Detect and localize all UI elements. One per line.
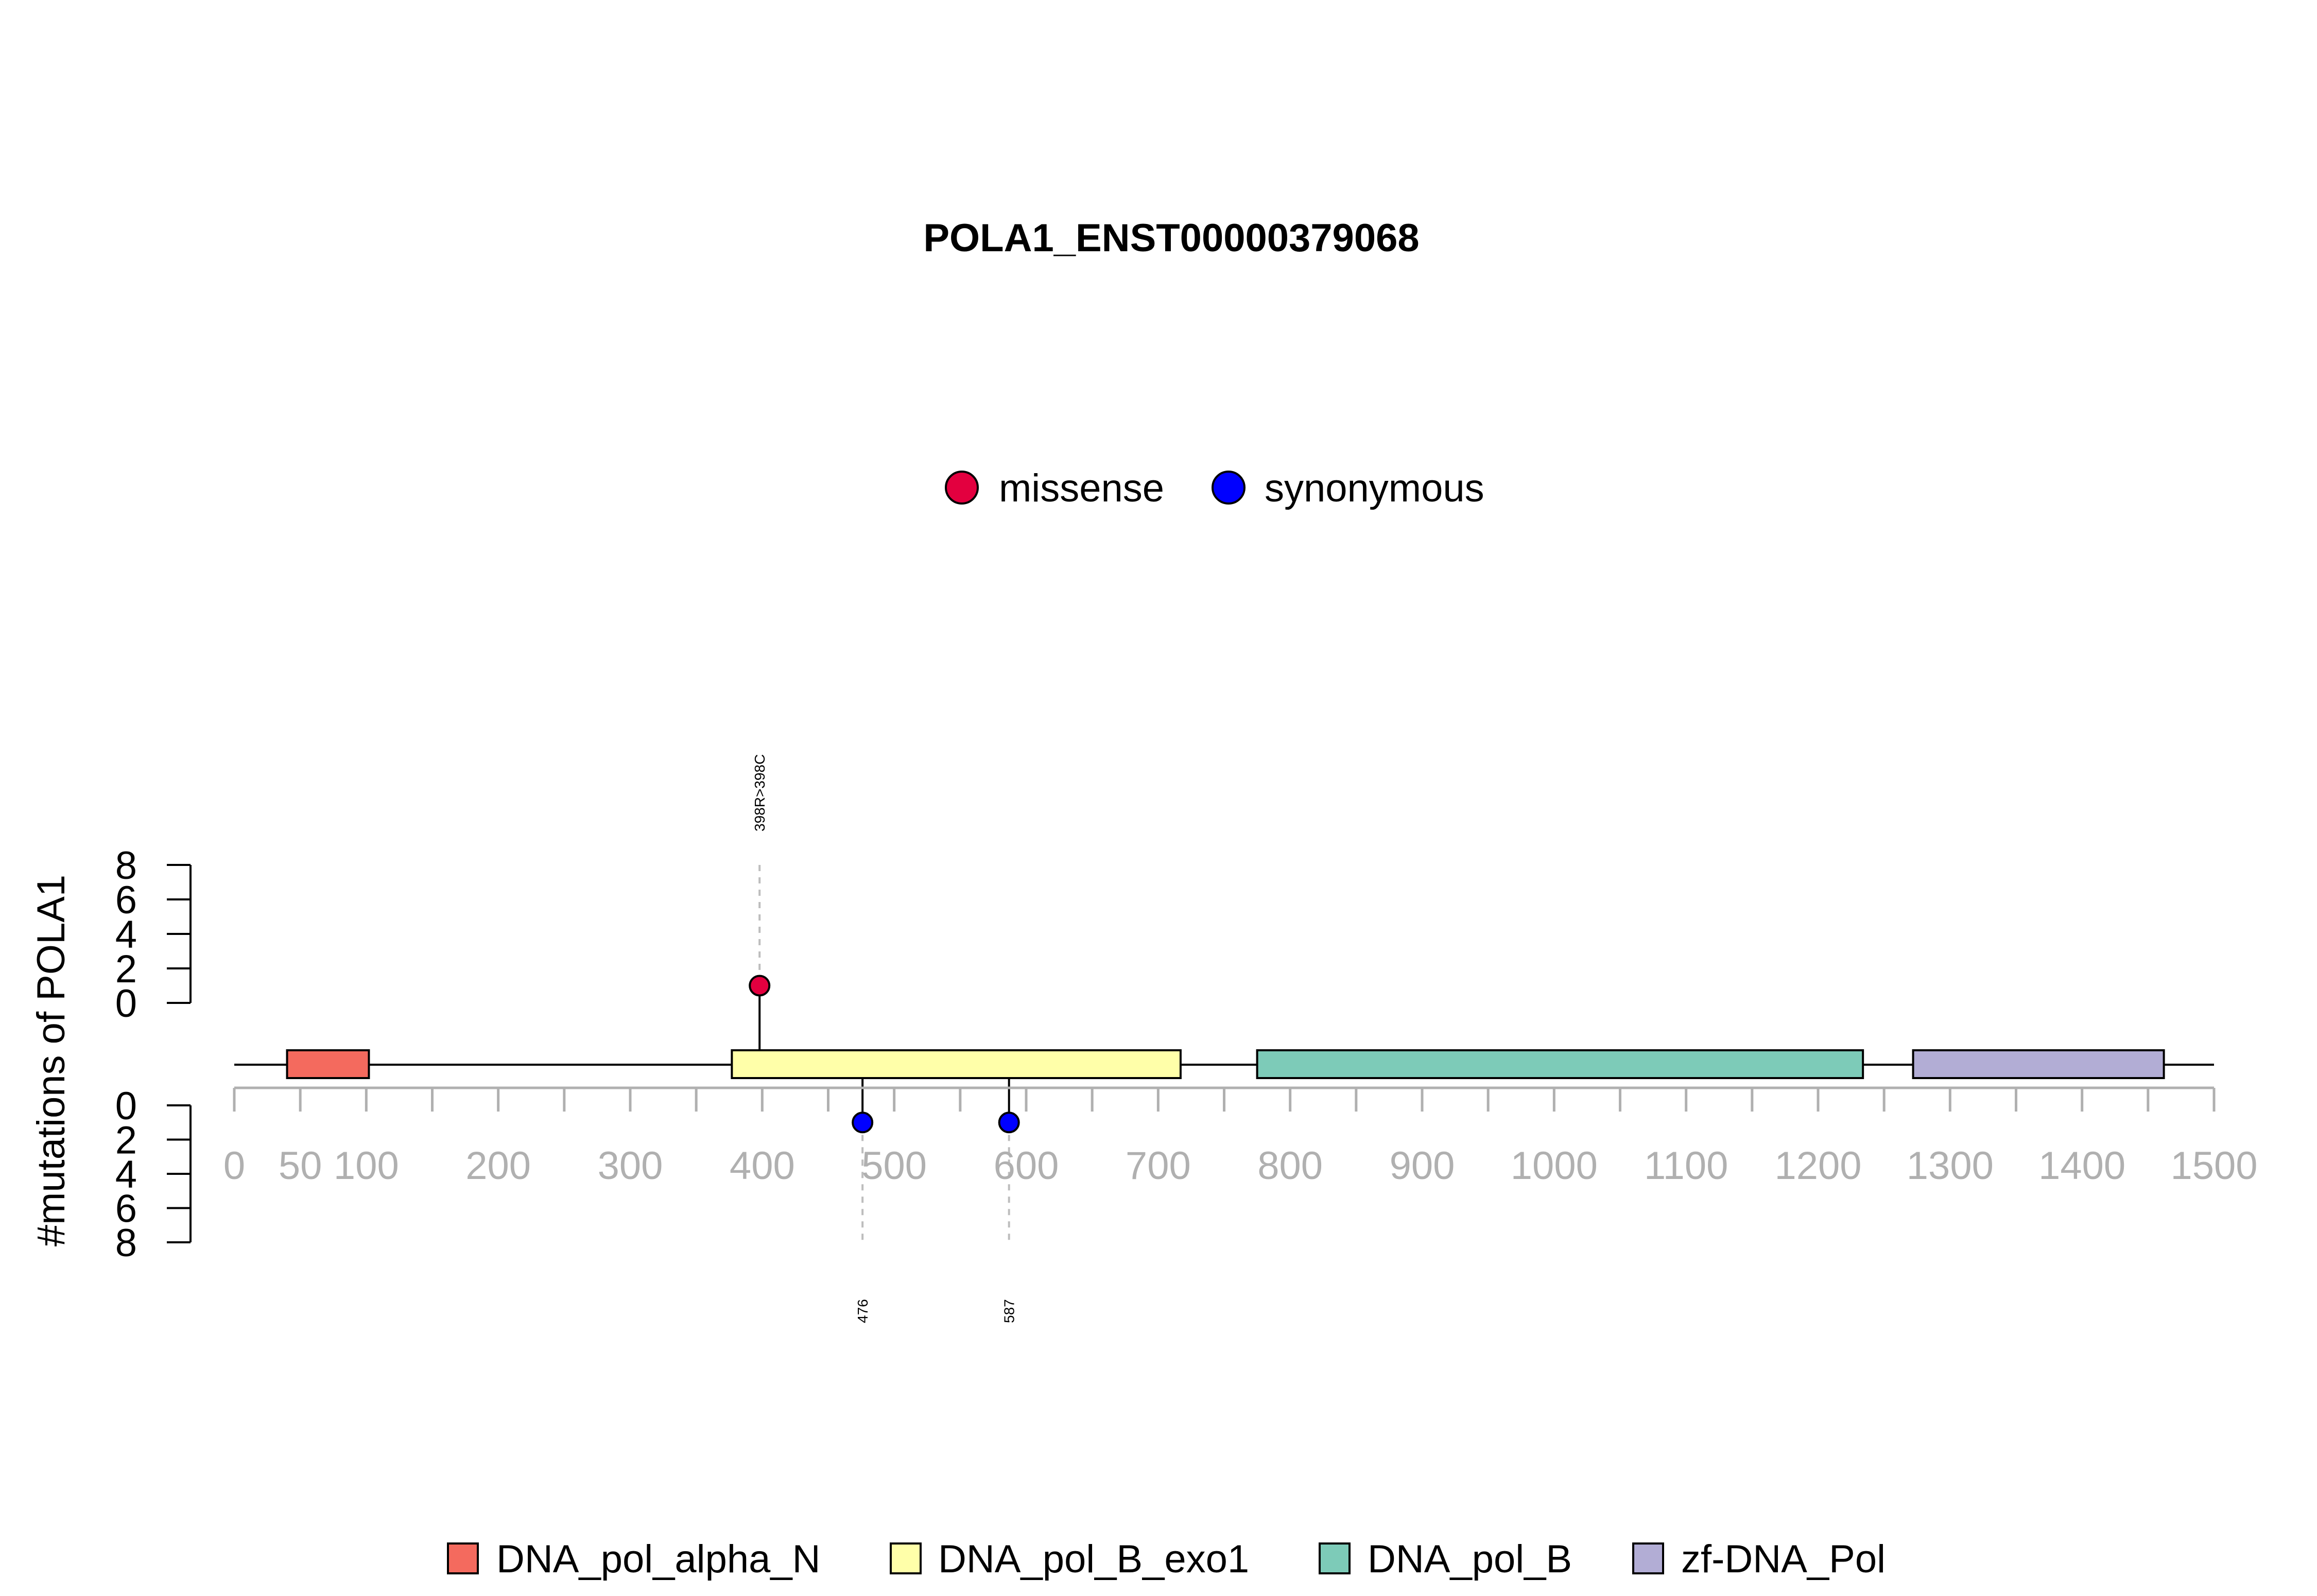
x-tick-label-1200: 1200	[1774, 1144, 1861, 1188]
mutation-point-587	[998, 1112, 1020, 1134]
y-top-tick-label-0: 0	[115, 982, 137, 1026]
domain-DNA_pol_B_exo1	[731, 1049, 1182, 1079]
x-tick-label-900: 900	[1390, 1144, 1455, 1188]
y-axis-label: #mutations of POLA1	[29, 875, 73, 1246]
x-tick-label-600: 600	[994, 1144, 1059, 1188]
x-tick-label-1300: 1300	[1907, 1144, 1994, 1188]
legend-label-synonymous: synonymous	[1265, 466, 1484, 510]
x-tick-label-0: 0	[223, 1144, 245, 1188]
x-tick-label-1500: 1500	[2170, 1144, 2257, 1188]
y-top-tick-label-8: 8	[115, 844, 137, 888]
x-tick-label-800: 800	[1257, 1144, 1323, 1188]
mutation-points: 398R>398C 476 587	[749, 754, 1020, 1323]
x-tick-label-1100: 1100	[1644, 1144, 1728, 1188]
domain-legend-swatch-DNA_pol_B_exo1	[890, 1542, 922, 1574]
y-bottom-tick-label-8: 8	[115, 1221, 137, 1265]
x-axis: 0 50 100 200 300 400 500 600 700 800 900 1000 1100 12…	[223, 1086, 2258, 1188]
domain-legend-label-DNA_pol_B: DNA_pol_B	[1368, 1537, 1572, 1581]
protein-domains	[286, 1049, 2165, 1079]
x-tick-label-500: 500	[861, 1144, 927, 1188]
mutation-label-398: 398R>398C	[752, 754, 768, 831]
domain-legend-swatch-zf-DNA_Pol	[1632, 1542, 1664, 1574]
domain-zf-DNA_Pol	[1912, 1049, 2165, 1079]
domain-DNA_pol_B	[1256, 1049, 1864, 1079]
mutation-label-476: 476	[855, 1299, 871, 1323]
y-bottom-tick-label-2: 2	[115, 1119, 137, 1163]
x-tick-label-100: 100	[334, 1144, 399, 1188]
y-bottom-tick-label-0: 0	[115, 1084, 137, 1128]
domain-legend-label-DNA_pol_B_exo1: DNA_pol_B_exo1	[938, 1537, 1249, 1581]
domain-legend-label-zf-DNA_Pol: zf-DNA_Pol	[1681, 1537, 1886, 1581]
x-tick-label-1000: 1000	[1511, 1144, 1598, 1188]
chart-title: POLA1_ENST00000379068	[923, 216, 1419, 260]
y-top-tick-label-4: 4	[115, 913, 137, 957]
x-tick-label-1400: 1400	[2038, 1144, 2125, 1188]
x-tick-label-700: 700	[1126, 1144, 1191, 1188]
legend-label-missense: missense	[999, 466, 1164, 510]
domain-DNA_pol_alpha_N	[286, 1049, 370, 1079]
x-tick-label-300: 300	[598, 1144, 663, 1188]
mutation-point-476	[852, 1112, 874, 1134]
y-bottom-tick-label-4: 4	[115, 1153, 137, 1196]
mutation-point-398	[749, 975, 771, 997]
y-top-tick-label-6: 6	[115, 878, 137, 922]
x-tick-label-400: 400	[730, 1144, 795, 1188]
y-top-tick-label-2: 2	[115, 947, 137, 991]
mutation-type-legend: missense synonymous	[945, 466, 1484, 510]
mutation-label-587: 587	[1001, 1299, 1017, 1323]
legend-marker-synonymous	[1212, 471, 1246, 505]
domain-legend-swatch-DNA_pol_alpha_N	[447, 1542, 479, 1574]
x-tick-label-200: 200	[465, 1144, 531, 1188]
y-bottom-tick-label-6: 6	[115, 1187, 137, 1231]
domain-legend: DNA_pol_alpha_N DNA_pol_B_exo1 DNA_pol_B zf…	[447, 1537, 1886, 1581]
legend-marker-missense	[945, 471, 979, 505]
domain-legend-label-DNA_pol_alpha_N: DNA_pol_alpha_N	[496, 1537, 821, 1581]
x-tick-label-50: 50	[279, 1144, 322, 1188]
domain-legend-swatch-DNA_pol_B	[1319, 1542, 1351, 1574]
